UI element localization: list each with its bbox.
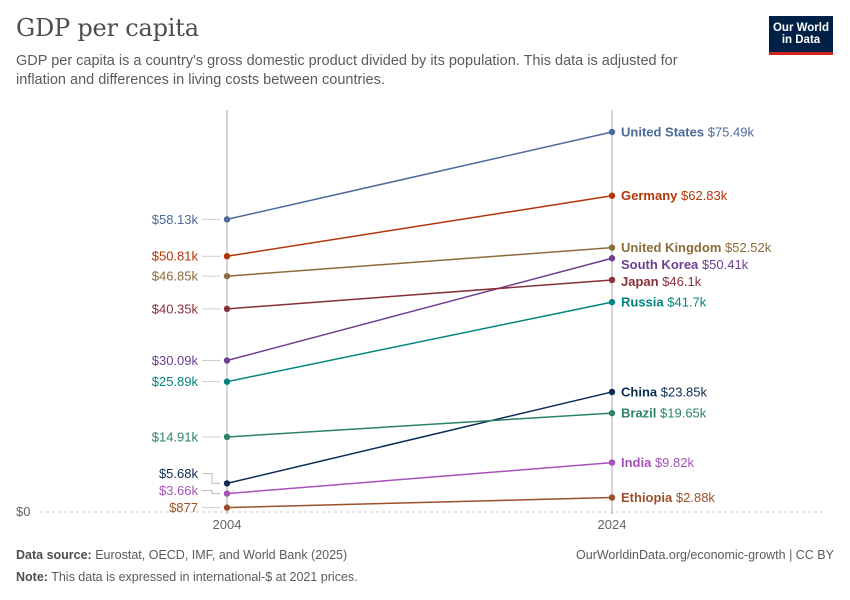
series-line-ethiopia bbox=[226, 496, 613, 509]
point-2004-ethiopia bbox=[223, 504, 231, 511]
point-2024-china bbox=[608, 388, 616, 396]
series-name-india: India bbox=[621, 455, 652, 470]
point-2024-united-kingdom bbox=[608, 244, 616, 251]
point-2004-japan bbox=[223, 305, 231, 313]
point-2024-russia bbox=[608, 298, 616, 306]
logo-line-1: Our World bbox=[772, 21, 829, 34]
end-label-india: India $9.82k bbox=[621, 455, 694, 470]
end-value-label-united-states: $75.49k bbox=[704, 125, 754, 140]
point-2024-united-states bbox=[608, 128, 616, 136]
data-source: Data source: Eurostat, OECD, IMF, and Wo… bbox=[16, 548, 347, 562]
series-name-russia: Russia bbox=[621, 295, 664, 310]
chart-title: GDP per capita bbox=[16, 14, 199, 42]
point-2004-brazil bbox=[223, 433, 231, 441]
series-line-south-korea bbox=[226, 257, 613, 362]
series-name-germany: Germany bbox=[621, 188, 678, 203]
y-tick-label-zero: $0 bbox=[16, 504, 30, 519]
end-value-label-south-korea: $50.41k bbox=[698, 257, 748, 272]
label-leader-china bbox=[202, 473, 220, 484]
series-line-united-kingdom bbox=[226, 246, 613, 277]
end-value-label-germany: $62.83k bbox=[677, 188, 727, 203]
series-name-ethiopia: Ethiopia bbox=[621, 490, 673, 505]
point-2004-china bbox=[223, 480, 231, 487]
end-value-label-india: $9.82k bbox=[651, 455, 694, 470]
owid-logo[interactable]: Our World in Data bbox=[769, 16, 833, 55]
data-source-text[interactable]: Eurostat, OECD, IMF, and World Bank (202… bbox=[95, 548, 348, 562]
x-tick-label-2024: 2024 bbox=[598, 517, 627, 532]
series-name-united-states: United States bbox=[621, 125, 704, 140]
series-line-brazil bbox=[226, 412, 613, 438]
start-value-label-germany: $50.81k bbox=[152, 249, 199, 264]
note-label: Note: bbox=[16, 570, 48, 584]
end-label-ethiopia: Ethiopia $2.88k bbox=[621, 490, 715, 505]
start-value-label-united-kingdom: $46.85k bbox=[152, 269, 199, 284]
end-label-united-states: United States $75.49k bbox=[621, 125, 754, 140]
start-value-label-russia: $25.89k bbox=[152, 374, 199, 389]
series-line-india bbox=[226, 461, 613, 495]
credit-link[interactable]: OurWorldinData.org/economic-growth | CC … bbox=[576, 548, 834, 562]
point-2004-germany bbox=[223, 253, 231, 260]
chart-subtitle: GDP per capita is a country's gross dome… bbox=[16, 53, 678, 88]
point-2004-india bbox=[223, 490, 231, 497]
end-label-germany: Germany $62.83k bbox=[621, 188, 728, 203]
series-name-china: China bbox=[621, 384, 658, 399]
start-value-label-china: $5.68k bbox=[159, 466, 199, 481]
end-value-label-ethiopia: $2.88k bbox=[672, 490, 715, 505]
end-label-russia: Russia $41.7k bbox=[621, 295, 707, 310]
start-value-label-united-states: $58.13k bbox=[152, 212, 199, 227]
end-value-label-russia: $41.7k bbox=[664, 295, 707, 310]
series-line-united-states bbox=[226, 131, 613, 221]
point-2004-united-kingdom bbox=[223, 272, 231, 280]
end-label-japan: Japan $46.1k bbox=[621, 274, 702, 289]
series-name-japan: Japan bbox=[621, 274, 659, 289]
end-label-brazil: Brazil $19.65k bbox=[621, 406, 707, 421]
point-2004-russia bbox=[223, 378, 231, 385]
series-name-south-korea: South Korea bbox=[621, 257, 699, 272]
start-value-label-india: $3.66k bbox=[159, 483, 199, 498]
end-value-label-china: $23.85k bbox=[657, 384, 707, 399]
point-2024-south-korea bbox=[608, 255, 616, 262]
note-text: This data is expressed in international-… bbox=[51, 570, 358, 584]
end-label-china: China $23.85k bbox=[621, 384, 707, 399]
x-tick-label-2004: 2004 bbox=[213, 517, 242, 532]
point-2024-germany bbox=[608, 192, 616, 199]
end-value-label-japan: $46.1k bbox=[659, 274, 702, 289]
point-2024-ethiopia bbox=[608, 494, 616, 501]
point-2024-india bbox=[608, 459, 616, 466]
series-line-germany bbox=[226, 194, 613, 257]
logo-line-2: in Data bbox=[781, 34, 821, 46]
data-source-label: Data source: bbox=[16, 548, 92, 562]
start-value-label-japan: $40.35k bbox=[152, 301, 199, 316]
label-leader-india bbox=[202, 490, 220, 495]
start-value-label-ethiopia: $877 bbox=[169, 500, 198, 515]
point-2024-brazil bbox=[608, 409, 616, 417]
point-2024-japan bbox=[608, 276, 616, 284]
chart-note: Note: This data is expressed in internat… bbox=[16, 570, 358, 584]
series-line-china bbox=[226, 391, 613, 485]
series-name-brazil: Brazil bbox=[621, 406, 656, 421]
series-line-japan bbox=[226, 279, 613, 310]
start-value-label-south-korea: $30.09k bbox=[152, 353, 199, 368]
start-value-label-brazil: $14.91k bbox=[152, 429, 199, 444]
end-value-label-united-kingdom: $52.52k bbox=[721, 240, 771, 255]
point-2004-united-states bbox=[223, 216, 231, 223]
series-name-united-kingdom: United Kingdom bbox=[621, 240, 721, 255]
series-line-russia bbox=[226, 301, 613, 383]
end-label-south-korea: South Korea $50.41k bbox=[621, 257, 749, 272]
point-2004-south-korea bbox=[223, 357, 231, 364]
end-label-united-kingdom: United Kingdom $52.52k bbox=[621, 240, 772, 255]
end-value-label-brazil: $19.65k bbox=[656, 406, 706, 421]
